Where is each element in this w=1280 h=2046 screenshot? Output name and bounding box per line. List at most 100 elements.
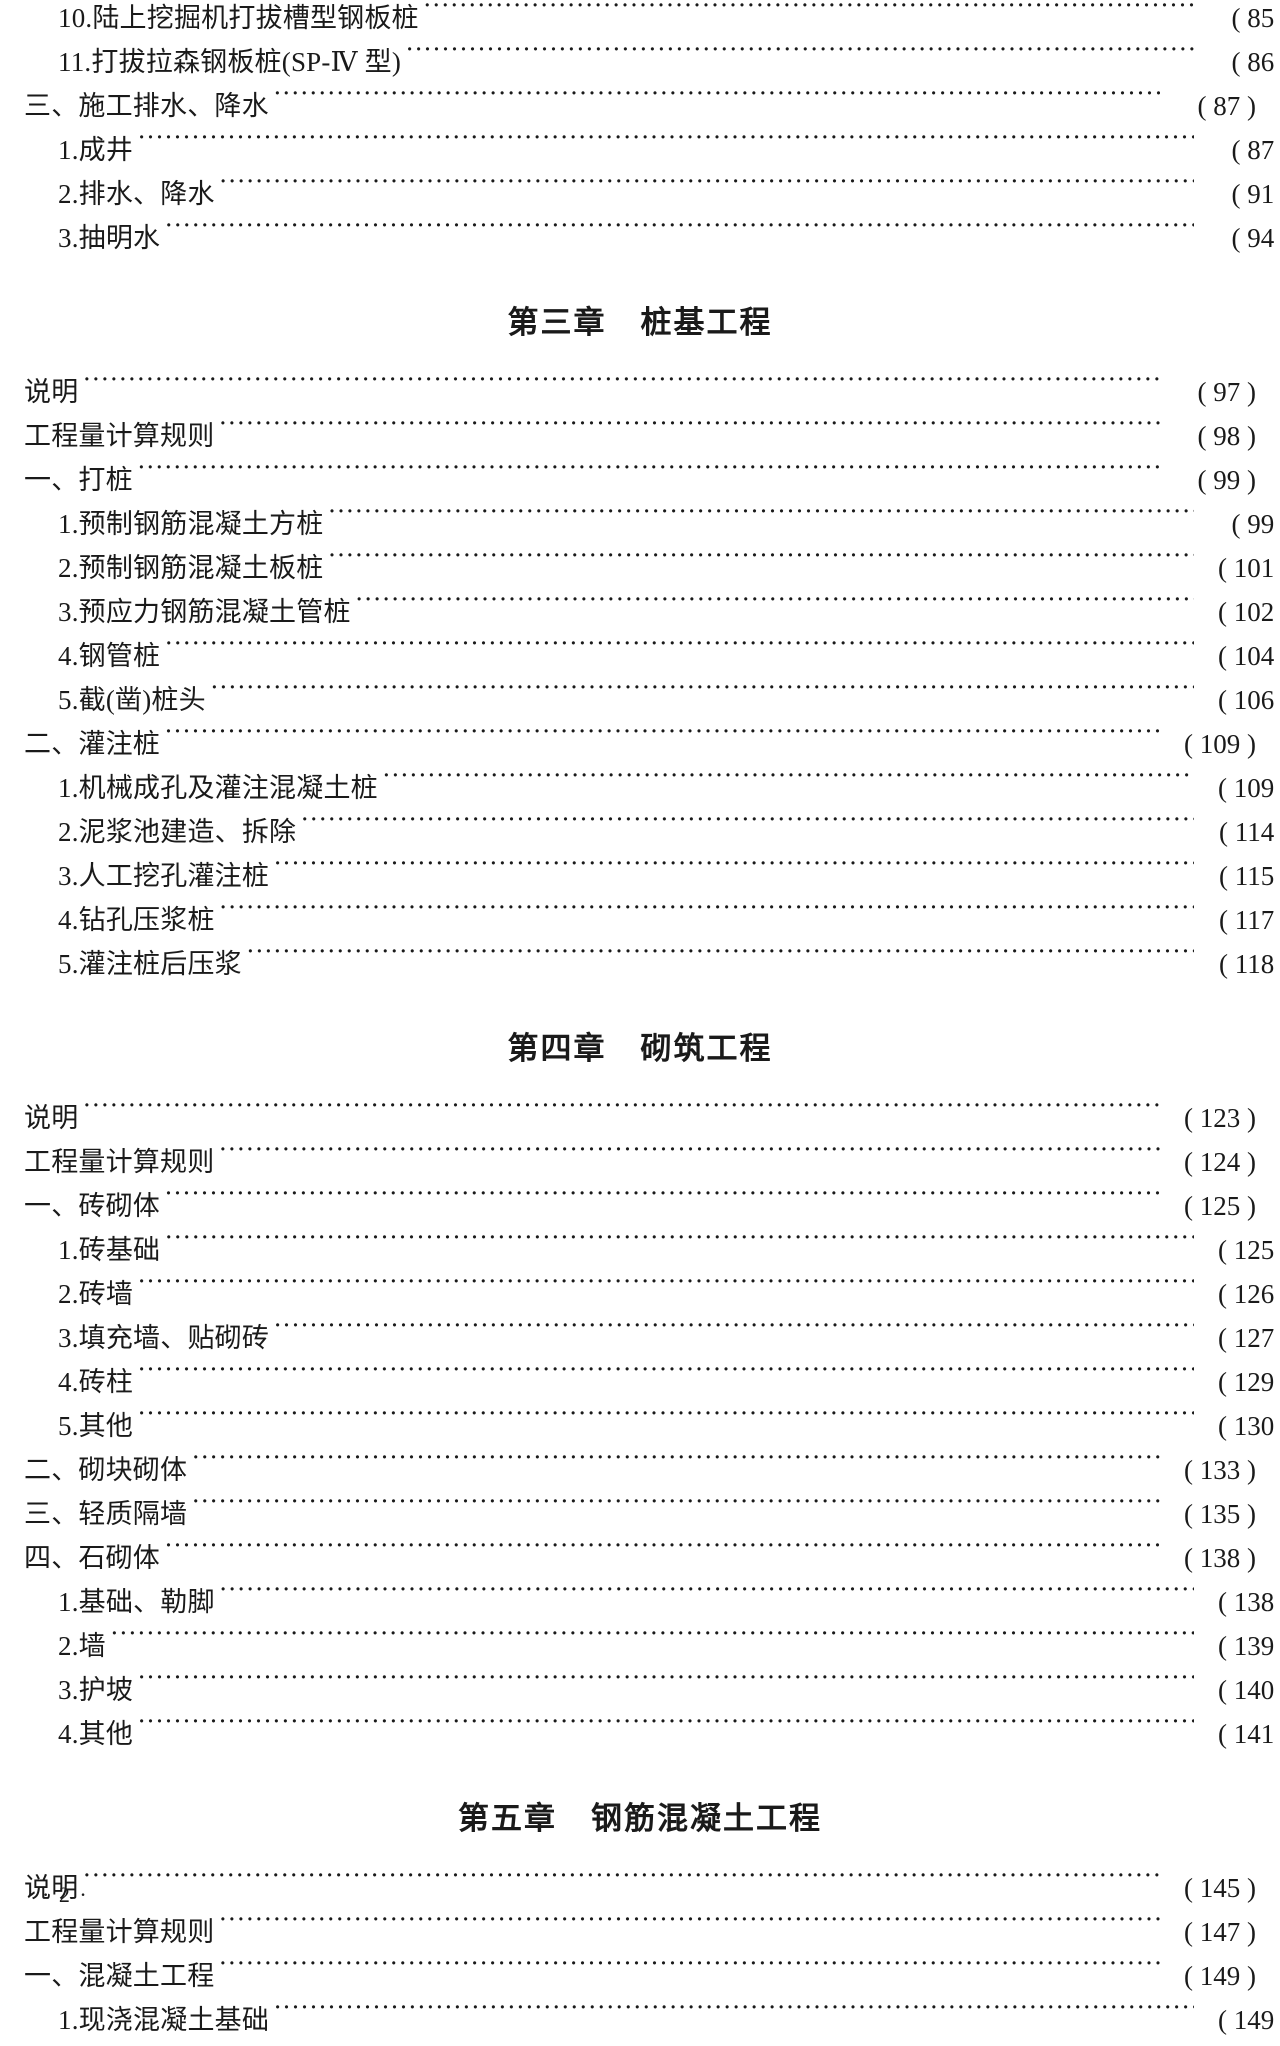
toc-entry-label: 1.现浇混凝土基础: [58, 2005, 270, 2035]
toc-entry-page-number: ( 109 ): [1218, 773, 1280, 803]
dot-leader: [164, 1540, 1160, 1567]
toc-entry-page-number: ( 118 ): [1219, 949, 1280, 979]
toc-entry-page-number: ( 123 ): [1184, 1103, 1256, 1133]
toc-entry-page-number: ( 104 ): [1218, 641, 1280, 671]
toc-entry-page-number: ( 124 ): [1184, 1147, 1256, 1177]
toc-entry[interactable]: 2.泥浆池建造、拆除 ( 114 ): [24, 814, 1280, 858]
toc-entry[interactable]: 二、灌注桩 ( 109 ): [24, 726, 1256, 770]
toc-entry[interactable]: 1.成井 ( 87 ): [24, 132, 1280, 176]
toc-entry[interactable]: 1.现浇混凝土基础 ( 149 ): [24, 2002, 1280, 2046]
toc-entry-label: 工程量计算规则: [24, 1917, 215, 1947]
toc-entry-page-number: ( 114 ): [1219, 817, 1280, 847]
dot-leader: [218, 1914, 1160, 1941]
toc-entry[interactable]: 2.排水、降水 ( 91 ): [24, 176, 1280, 220]
toc-entry-label: 1.成井: [58, 135, 134, 165]
dot-leader: [273, 1320, 1194, 1347]
toc-entry[interactable]: 5.灌注桩后压浆 ( 118 ): [24, 946, 1280, 990]
toc-entry[interactable]: 3.护坡 ( 140 ): [24, 1672, 1280, 1716]
toc-entry[interactable]: 1.基础、勒脚 ( 138 ): [24, 1584, 1280, 1628]
toc-entry-label: 工程量计算规则: [24, 1147, 215, 1177]
toc-entry[interactable]: 一、砖砌体 ( 125 ): [24, 1188, 1256, 1232]
toc-entry[interactable]: 5.其他 ( 130 ): [24, 1408, 1280, 1452]
toc-entry-label: 四、石砌体: [24, 1543, 160, 1573]
toc-entry[interactable]: 4.砖柱 ( 129 ): [24, 1364, 1280, 1408]
dot-leader: [300, 814, 1194, 841]
toc-entry-label: 5.灌注桩后压浆: [58, 949, 242, 979]
dot-leader: [219, 176, 1194, 203]
toc-entry[interactable]: 2.砖墙 ( 126 ): [24, 1276, 1280, 1320]
dot-leader: [219, 902, 1194, 929]
toc-entry-label: 2.预制钢筋混凝土板桩: [58, 553, 324, 583]
toc-entry-label: 说明: [24, 1873, 79, 1903]
dot-leader: [164, 726, 1160, 753]
dot-leader: [355, 594, 1194, 621]
toc-entry-label: 4.钻孔压浆桩: [58, 905, 215, 935]
dot-leader: [273, 858, 1194, 885]
toc-entry[interactable]: 说明 ( 97 ): [24, 374, 1256, 418]
toc-entry-label: 一、混凝土工程: [24, 1961, 215, 1991]
toc-entry[interactable]: 2.墙 ( 139 ): [24, 1628, 1280, 1672]
toc-entry-label: 2.墙: [58, 1631, 106, 1661]
toc-entry[interactable]: 一、混凝土工程 ( 149 ): [24, 1958, 1256, 2002]
toc-entry-label: 1.基础、勒脚: [58, 1587, 215, 1617]
dot-leader: [82, 1100, 1160, 1127]
toc-entry[interactable]: 工程量计算规则 ( 124 ): [24, 1144, 1256, 1188]
toc-entry[interactable]: 1.砖基础 ( 125 ): [24, 1232, 1280, 1276]
toc-entry-page-number: ( 138 ): [1184, 1543, 1256, 1573]
toc-entry[interactable]: 11.打拔拉森钢板桩(SP-Ⅳ 型) ( 86 ): [24, 44, 1280, 88]
toc-entry[interactable]: 4.钢管桩 ( 104 ): [24, 638, 1280, 682]
dot-leader: [191, 1496, 1160, 1523]
chapter-heading: 第五章 钢筋混凝土工程: [458, 1793, 822, 1838]
toc-entry[interactable]: 4.钻孔压浆桩 ( 117 ): [24, 902, 1280, 946]
toc-entry[interactable]: 四、石砌体 ( 138 ): [24, 1540, 1256, 1584]
toc-entry[interactable]: 二、砌块砌体 ( 133 ): [24, 1452, 1256, 1496]
toc-page: 10.陆上挖掘机打拔槽型钢板桩 ( 85 ) 11.打拔拉森钢板桩(SP-Ⅳ 型) (…: [0, 0, 1280, 1920]
toc-entry[interactable]: 1.预制钢筋混凝土方桩 ( 99 ): [24, 506, 1280, 550]
toc-entry-page-number: ( 102 ): [1218, 597, 1280, 627]
toc-entry[interactable]: 3.填充墙、贴砌砖 ( 127 ): [24, 1320, 1280, 1364]
toc-entry-label: 10.陆上挖掘机打拔槽型钢板桩: [58, 3, 419, 33]
toc-entry-page-number: ( 126 ): [1218, 1279, 1280, 1309]
dot-leader: [423, 0, 1194, 27]
toc-entry-page-number: ( 133 ): [1184, 1455, 1256, 1485]
toc-entry[interactable]: 3.人工挖孔灌注桩 ( 115 ): [24, 858, 1280, 902]
dot-leader: [137, 1672, 1194, 1699]
toc-entry-label: 3.护坡: [58, 1675, 134, 1705]
toc-entry[interactable]: 3.抽明水 ( 94 ): [24, 220, 1280, 264]
toc-entry[interactable]: 一、打桩 ( 99 ): [24, 462, 1256, 506]
toc-entry-list: 10.陆上挖掘机打拔槽型钢板桩 ( 85 ) 11.打拔拉森钢板桩(SP-Ⅳ 型) (…: [24, 0, 1280, 264]
toc-entry[interactable]: 说明 ( 145 ): [24, 1870, 1256, 1914]
toc-entry[interactable]: 5.截(凿)桩头 ( 106 ): [24, 682, 1280, 726]
toc-entry-label: 2.排水、降水: [58, 179, 215, 209]
toc-entry[interactable]: 说明 ( 123 ): [24, 1100, 1256, 1144]
toc-entry[interactable]: 工程量计算规则 ( 98 ): [24, 418, 1256, 462]
toc-entry[interactable]: 10.陆上挖掘机打拔槽型钢板桩 ( 85 ): [24, 0, 1280, 44]
toc-entry-label: 三、轻质隔墙: [24, 1499, 188, 1529]
dot-leader: [327, 506, 1194, 533]
chapter-number: 第四章: [507, 1030, 607, 1066]
toc-entry-page-number: ( 149 ): [1184, 1961, 1256, 1991]
toc-entry[interactable]: 三、轻质隔墙 ( 135 ): [24, 1496, 1256, 1540]
toc-entry-label: 一、砖砌体: [24, 1191, 160, 1221]
toc-entry-page-number: ( 138 ): [1218, 1587, 1280, 1617]
toc-entry-page-number: ( 99 ): [1231, 509, 1280, 539]
dot-leader: [273, 2002, 1194, 2029]
toc-entry-page-number: ( 125 ): [1218, 1235, 1280, 1265]
toc-entry[interactable]: 3.预应力钢筋混凝土管桩 ( 102 ): [24, 594, 1280, 638]
toc-entry-page-number: ( 115 ): [1219, 861, 1280, 891]
toc-entry[interactable]: 三、施工排水、降水 ( 87 ): [24, 88, 1256, 132]
toc-entry[interactable]: 2.预制钢筋混凝土板桩 ( 101 ): [24, 550, 1280, 594]
page-folio: · 2 ·: [42, 1882, 89, 1907]
toc-entry-label: 3.抽明水: [58, 223, 161, 253]
toc-entry-label: 二、砌块砌体: [24, 1455, 188, 1485]
chapter-title: 砌筑工程: [640, 1030, 773, 1066]
toc-entry[interactable]: 工程量计算规则 ( 147 ): [24, 1914, 1256, 1958]
toc-entry[interactable]: 1.机械成孔及灌注混凝土桩 ( 109 ): [24, 770, 1280, 814]
toc-entry[interactable]: 4.其他 ( 141 ): [24, 1716, 1280, 1760]
toc-entry-page-number: ( 87 ): [1197, 91, 1256, 121]
toc-entry-label: 5.截(凿)桩头: [58, 685, 206, 715]
toc-entry-page-number: ( 127 ): [1218, 1323, 1280, 1353]
